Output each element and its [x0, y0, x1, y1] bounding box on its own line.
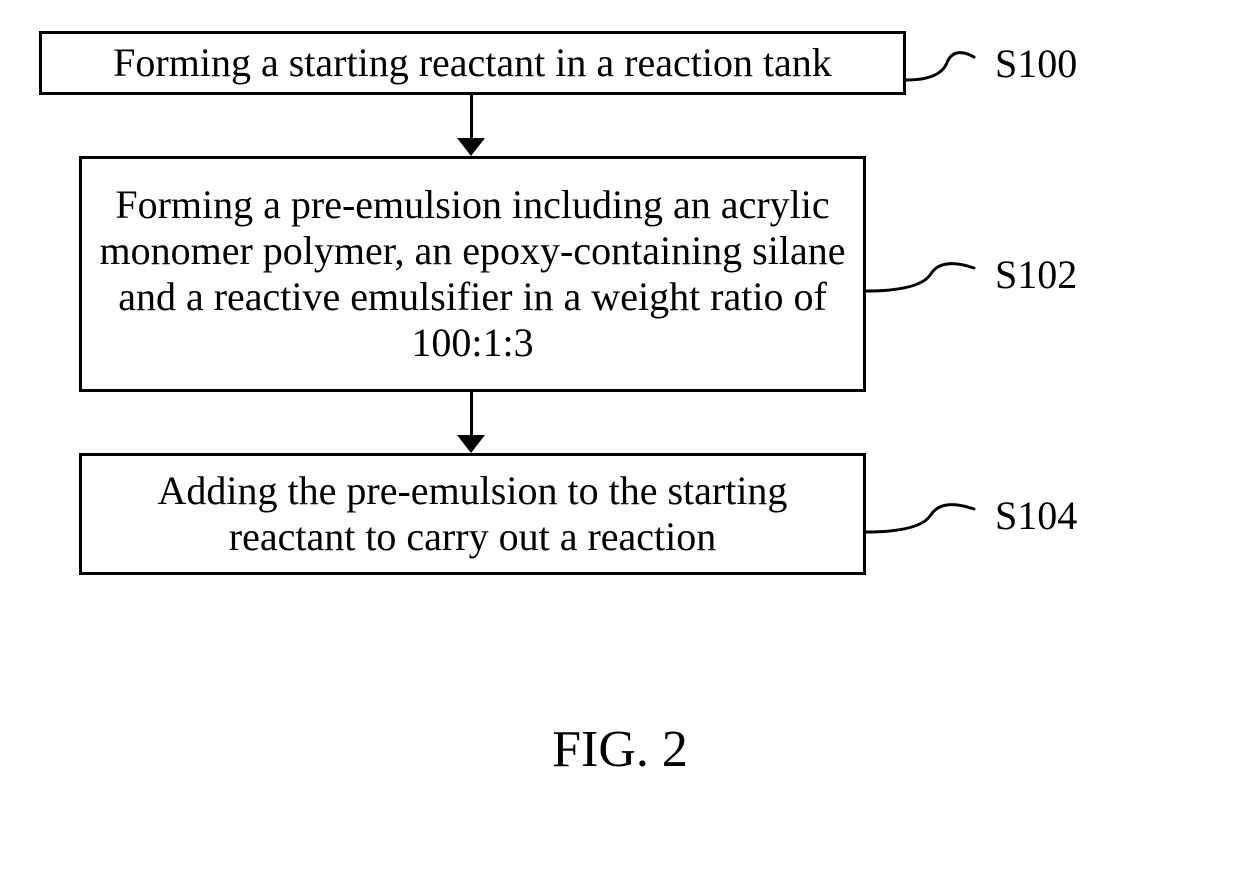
step-label-s102-text: S102: [995, 252, 1077, 297]
step-label-s100: S100: [995, 40, 1077, 87]
flow-node-s104-text: Adding the pre-emulsion to the starting …: [96, 468, 849, 560]
figure-caption-text: FIG. 2: [552, 721, 688, 778]
arrowhead-n0-n1: [457, 138, 485, 156]
step-label-s104-text: S104: [995, 493, 1077, 538]
arrowhead-n1-n2: [457, 435, 485, 453]
arrow-n1-n2: [470, 392, 473, 435]
flowchart-canvas: Forming a starting reactant in a reactio…: [0, 0, 1240, 889]
flow-node-s102: Forming a pre-emulsion including an acry…: [79, 156, 866, 392]
flow-node-s102-text: Forming a pre-emulsion including an acry…: [96, 182, 849, 366]
arrow-n0-n1: [470, 95, 473, 138]
flow-node-s100: Forming a starting reactant in a reactio…: [39, 31, 906, 95]
step-label-s100-text: S100: [995, 41, 1077, 86]
flow-node-s100-text: Forming a starting reactant in a reactio…: [113, 40, 832, 86]
step-label-s102: S102: [995, 251, 1077, 298]
flow-node-s104: Adding the pre-emulsion to the starting …: [79, 453, 866, 575]
figure-caption: FIG. 2: [0, 720, 1240, 779]
label-bracket-s100: [906, 46, 974, 80]
label-bracket-s102: [866, 257, 974, 291]
label-bracket-s104: [866, 498, 974, 532]
step-label-s104: S104: [995, 492, 1077, 539]
